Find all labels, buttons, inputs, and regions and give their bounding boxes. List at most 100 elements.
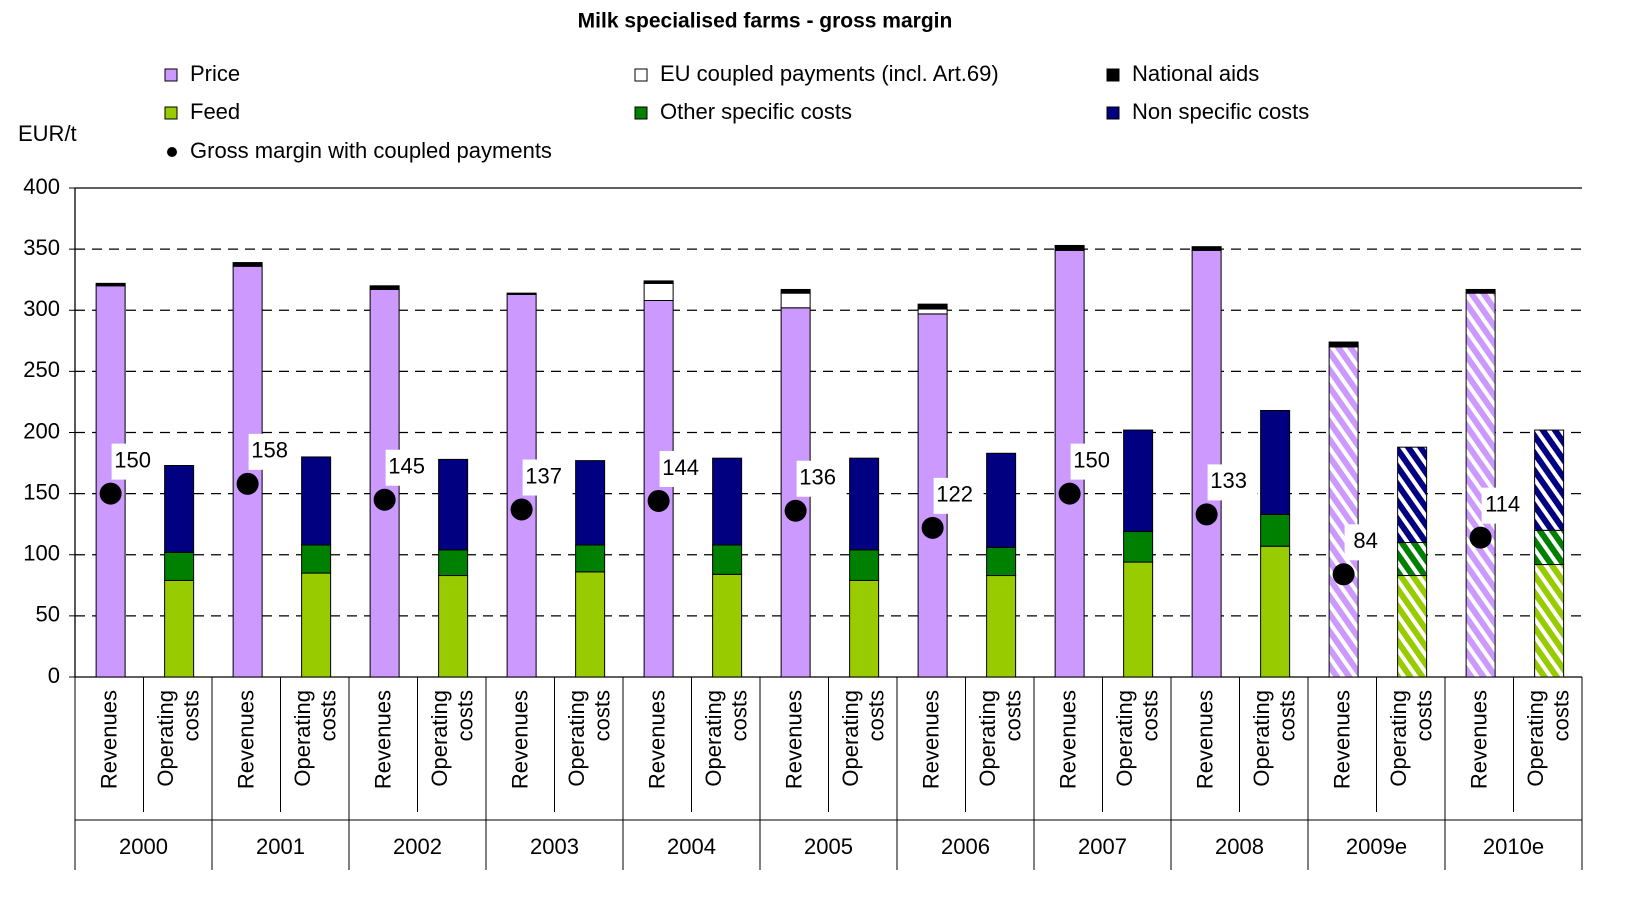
bar-segment: [986, 452, 1017, 548]
bar-segment: [1260, 545, 1291, 678]
bar-segment: [438, 575, 469, 678]
bar-segment: [780, 292, 811, 309]
gross-margin-dot: [1332, 563, 1355, 586]
bar-segment: [712, 573, 743, 678]
gross-margin-dot: [373, 488, 396, 511]
bar-segment: [95, 285, 126, 678]
bar-segment: [575, 460, 606, 546]
bar-segment: [164, 551, 195, 581]
bar-label: Revenues: [96, 690, 121, 789]
bar-label: Revenues: [1466, 690, 1491, 789]
bar-segment: [95, 282, 126, 287]
data-label: 114: [1485, 491, 1520, 516]
bar-segment: [849, 579, 880, 678]
legend-label: Non specific costs: [1132, 99, 1309, 124]
data-label: 158: [251, 438, 288, 463]
y-tick-label: 100: [23, 541, 60, 566]
legend-label: Other specific costs: [660, 99, 852, 124]
gross-margin-dot: [1469, 526, 1492, 549]
bar-segment: [1534, 564, 1565, 678]
bar-segment: [164, 465, 195, 553]
bar-segment: [1260, 513, 1291, 547]
bar-segment: [917, 308, 948, 315]
bar-segment: [1397, 446, 1428, 544]
bar-segment: [780, 288, 811, 294]
data-label: 145: [388, 454, 425, 479]
bar-label: Revenues: [233, 690, 258, 789]
label-box: [111, 443, 162, 480]
label-box: [1070, 443, 1121, 480]
x-tick-label: 2002: [393, 834, 442, 859]
bar-segment: [232, 262, 263, 267]
legend-swatch: [634, 106, 648, 120]
label-box: [933, 477, 984, 514]
legend-label: Price: [190, 61, 240, 86]
bar-segment: [1123, 429, 1154, 533]
bar-segment: [917, 303, 948, 310]
chart-title: Milk specialised farms - gross margin: [578, 10, 953, 33]
bar-segment: [575, 571, 606, 678]
bar-label: Operatingcosts: [701, 690, 751, 787]
x-tick-label: 2000: [119, 834, 168, 859]
x-tick-label: 2005: [804, 834, 853, 859]
bar-label: Operatingcosts: [1386, 690, 1436, 787]
legend-swatch: [634, 68, 648, 82]
bar-label: Operatingcosts: [290, 690, 340, 787]
bar-segment: [1397, 575, 1428, 678]
legend-label: Gross margin with coupled payments: [190, 138, 552, 163]
gross-margin-dot: [1058, 482, 1081, 505]
bar-segment: [1465, 292, 1496, 678]
bar-segment: [712, 457, 743, 546]
gross-margin-dot: [510, 498, 533, 521]
bar-segment: [1328, 341, 1359, 348]
bar-segment: [575, 544, 606, 573]
bar-segment: [301, 572, 332, 678]
label-box: [659, 450, 710, 487]
bar-segment: [643, 280, 674, 284]
bar-label: Revenues: [1055, 690, 1080, 789]
bar-segment: [643, 282, 674, 301]
data-label: 136: [799, 465, 836, 490]
bar-label: Revenues: [507, 690, 532, 789]
data-label: 133: [1210, 468, 1247, 493]
bar-segment: [1397, 542, 1428, 577]
x-tick-label: 2007: [1078, 834, 1127, 859]
bar-segment: [1191, 246, 1222, 251]
bar-label: Revenues: [1329, 690, 1354, 789]
bar-segment: [232, 265, 263, 678]
bar-segment: [164, 579, 195, 678]
legend-swatch: [164, 106, 178, 120]
legend-swatch: [1106, 106, 1120, 120]
bar-label: Revenues: [644, 690, 669, 789]
bar-label: Operatingcosts: [838, 690, 888, 787]
x-tick-label: 2004: [667, 834, 716, 859]
y-tick-label: 150: [23, 479, 60, 504]
bar-segment: [1123, 561, 1154, 678]
bar-segment: [1191, 249, 1222, 678]
data-label: 150: [1073, 447, 1110, 472]
bar-label: Revenues: [1192, 690, 1217, 789]
legend-label: Feed: [190, 99, 240, 124]
gross-margin-dot: [784, 499, 807, 522]
bar-segment: [438, 549, 469, 577]
bar-label: Operatingcosts: [1112, 690, 1162, 787]
legend-marker: [167, 147, 177, 157]
label-box: [1207, 464, 1258, 501]
bar-segment: [438, 458, 469, 551]
y-tick-label: 350: [23, 235, 60, 260]
legend-label: EU coupled payments (incl. Art.69): [660, 61, 999, 86]
bar-segment: [1123, 531, 1154, 563]
x-tick-label: 2001: [256, 834, 305, 859]
data-label: 122: [936, 482, 973, 507]
x-tick-label: 2010e: [1483, 834, 1544, 859]
y-tick-label: 50: [36, 602, 60, 627]
label-box: [1344, 524, 1395, 561]
x-tick-label: 2003: [530, 834, 579, 859]
data-label: 84: [1353, 528, 1377, 553]
bar-segment: [301, 544, 332, 574]
bar-segment: [849, 457, 880, 551]
data-label: 144: [662, 455, 699, 480]
y-tick-label: 400: [23, 174, 60, 199]
bar-segment: [712, 544, 743, 575]
